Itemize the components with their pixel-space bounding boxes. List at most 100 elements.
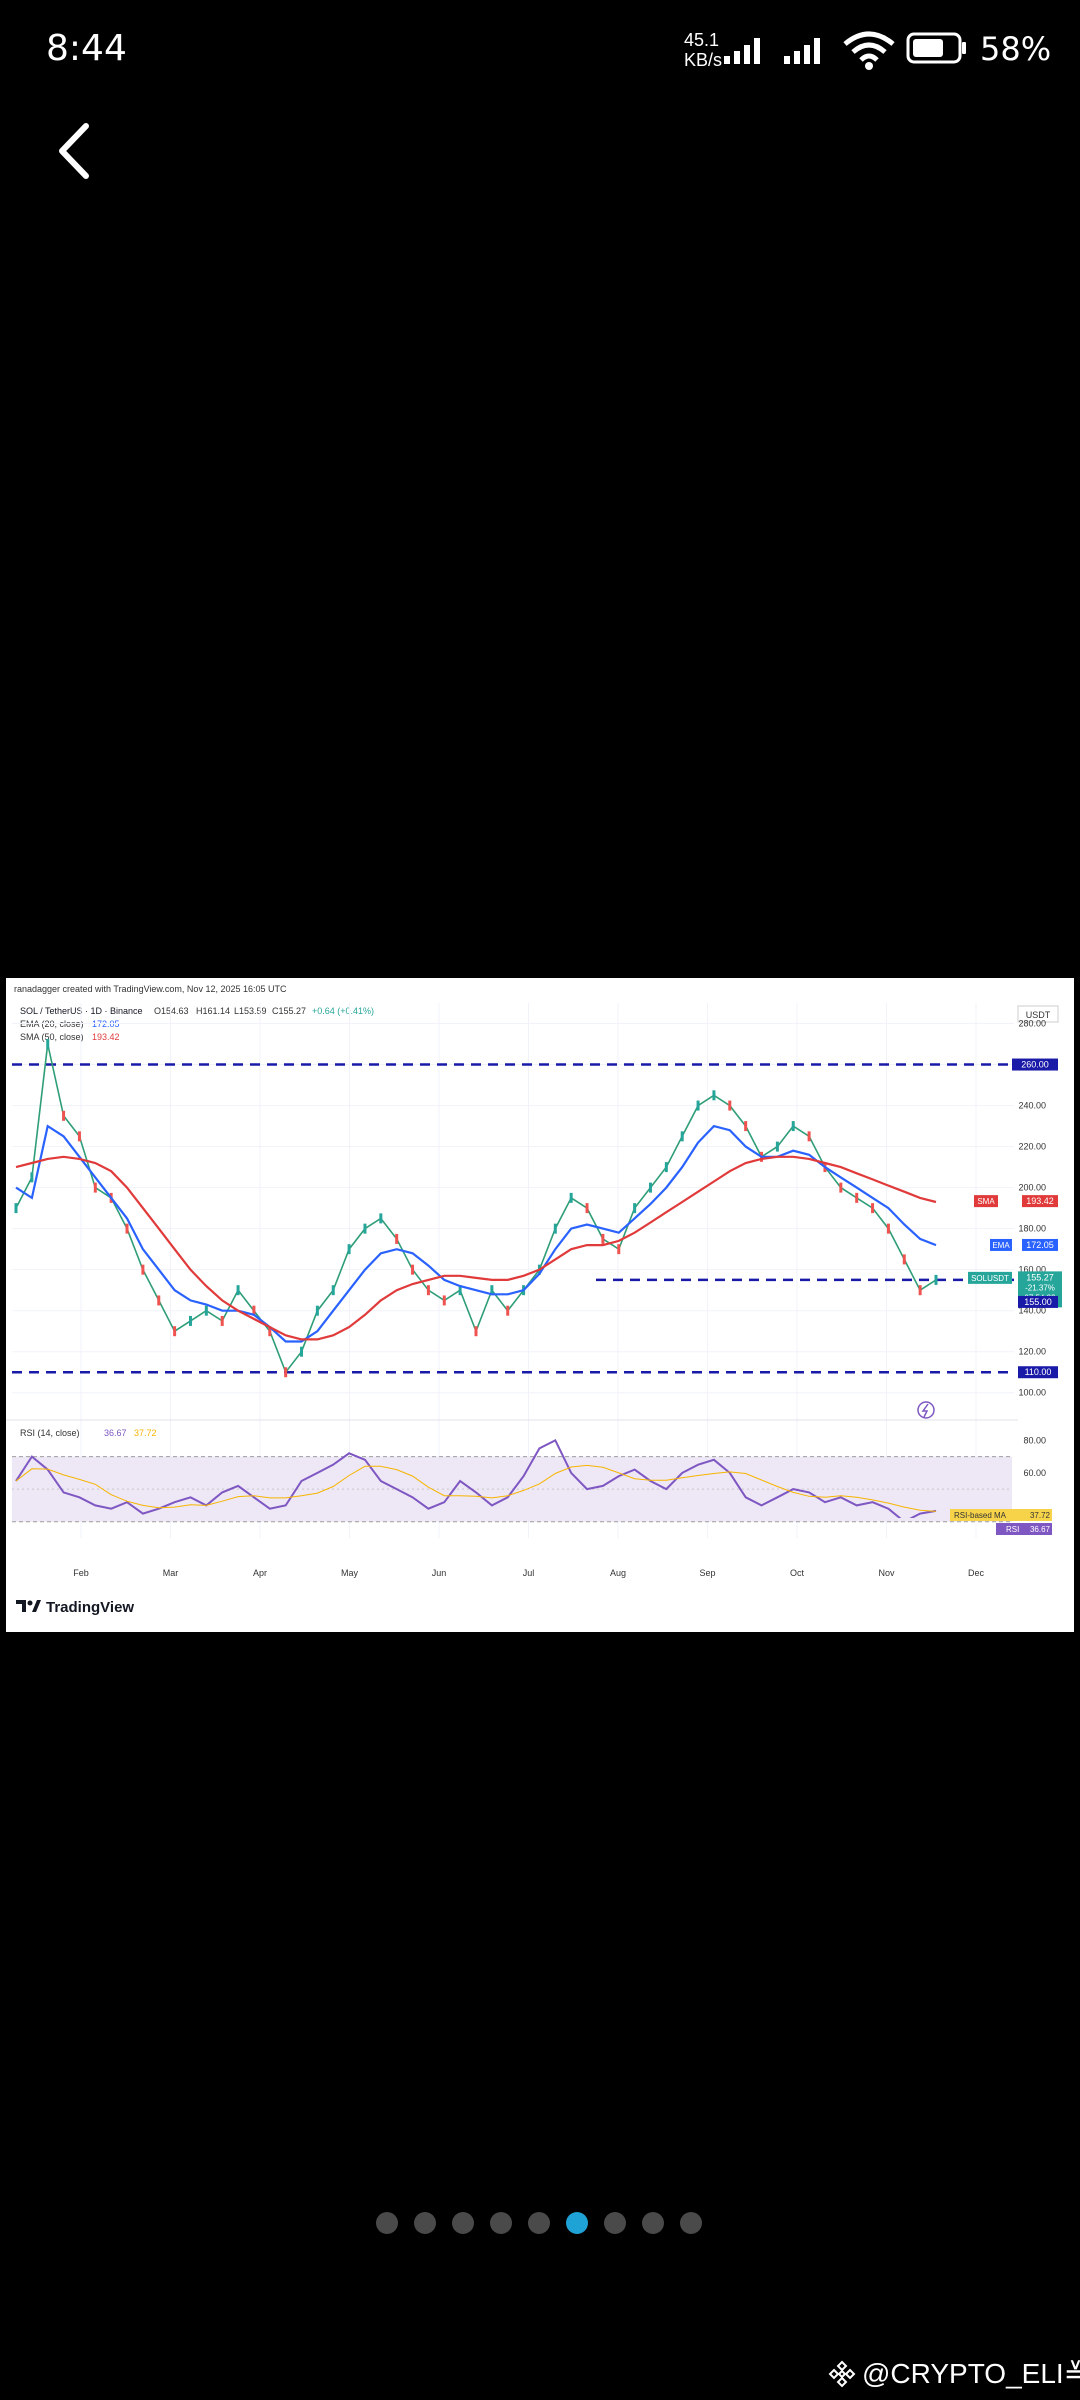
time-tick-label: Oct — [790, 1568, 805, 1578]
tradingview-logo: TradingView — [16, 1599, 134, 1616]
cell-signal-1-icon — [724, 38, 760, 64]
symbol-tag — [968, 1271, 1012, 1284]
level-155-tag — [1018, 1295, 1058, 1308]
price-tick-label: 280.00 — [1018, 1019, 1046, 1029]
back-button[interactable] — [50, 118, 100, 184]
time-tick-label: Apr — [253, 1568, 267, 1578]
series-rsi-ma — [15, 1464, 937, 1512]
network-speed: 45.1 KB/s — [684, 30, 722, 70]
cell-signal-2-icon — [784, 38, 820, 64]
time-tick-label: Feb — [73, 1568, 89, 1578]
rsi-label: RSI (14, close) — [20, 1428, 80, 1438]
rsi-tag — [996, 1523, 1052, 1535]
rsi-ma-tag-label: RSI-based MA — [954, 1511, 1007, 1520]
network-speed-unit: KB/s — [684, 50, 723, 70]
price-axis-ticks: 280.00 260.00 240.00 220.00 200.00 180.00 160.… — [1018, 1019, 1046, 1398]
sma-value-text: 193.42 — [1026, 1196, 1054, 1206]
lightning-icon[interactable] — [917, 1401, 935, 1419]
pager-dot[interactable] — [604, 2212, 626, 2234]
series-sma — [15, 1155, 937, 1341]
time-tick-label: Jul — [523, 1568, 535, 1578]
tradingview-logo-text: TradingView — [46, 1599, 134, 1616]
price-tick-label: 200.00 — [1018, 1183, 1046, 1193]
time-tick-label: Sep — [699, 1568, 715, 1578]
rsi-ma-tag — [950, 1509, 1052, 1521]
rsi-tick-80: 80.00 — [1023, 1435, 1046, 1445]
watermark: @CRYPTO_ELI≚ES — [828, 2357, 1080, 2390]
ema-value-text: 172.05 — [1026, 1240, 1054, 1250]
price-tick-label: 100.00 — [1018, 1388, 1046, 1398]
price-tags: 260.00 SMA 193.42 EMA 172.05 SOLUSDT 155… — [968, 1058, 1062, 1379]
ohlc-low: L153.59 — [234, 1006, 267, 1016]
time-axis-ticks: Feb Mar Apr May Jun Jul Aug Sep Oct Nov Dec — [73, 1568, 984, 1578]
level-260-tag — [1012, 1058, 1058, 1071]
chart-credit: ranadagger created with TradingView.com,… — [14, 984, 287, 994]
status-bar: 8:44 45.1 KB/s 58% — [0, 0, 1080, 100]
last-price-text: 155.27 — [1026, 1272, 1054, 1282]
rsi-tag-value: 36.67 — [1030, 1525, 1051, 1534]
rsi-tag-label: RSI — [1006, 1525, 1019, 1534]
symbol-tag-text: SOLUSDT — [971, 1274, 1009, 1283]
binance-logo-icon — [828, 2360, 856, 2387]
price-tick-label: 120.00 — [1018, 1347, 1046, 1357]
rsi-series — [15, 1438, 937, 1518]
time-tick-label: Jun — [432, 1568, 447, 1578]
rsi-tick-60: 60.00 — [1023, 1468, 1046, 1478]
tradingview-chart: ranadagger created with TradingView.com,… — [6, 984, 1062, 1616]
ema-value-tag — [1022, 1238, 1058, 1251]
price-tick-label: 160.00 — [1018, 1265, 1046, 1275]
clock: 8:44 — [46, 28, 127, 69]
pager-dot[interactable] — [528, 2212, 550, 2234]
battery-percent: 58% — [980, 30, 1052, 68]
pager-dot[interactable] — [452, 2212, 474, 2234]
sma-value-tag — [1022, 1195, 1058, 1208]
time-tick-label: Dec — [968, 1568, 985, 1578]
sma-tag — [974, 1195, 998, 1208]
currency-label: USDT — [1026, 1010, 1051, 1020]
wifi-icon — [843, 31, 895, 70]
rsi-ma-tag-value: 37.72 — [1030, 1511, 1051, 1520]
pager-dot[interactable] — [376, 2212, 398, 2234]
series-ema — [15, 1124, 937, 1343]
series-solusdt — [15, 1043, 937, 1374]
ohlc-open: O154.63 — [154, 1006, 189, 1016]
level-110-tag — [1018, 1366, 1058, 1379]
price-tick-label: 180.00 — [1018, 1224, 1046, 1234]
sma-tag-label: SMA — [977, 1197, 995, 1206]
sma-legend-value: 193.42 — [92, 1032, 120, 1042]
ohlc-close: C155.27 — [272, 1006, 306, 1016]
image-pager — [376, 2212, 702, 2236]
pager-dot[interactable] — [642, 2212, 664, 2234]
series-rsi — [15, 1438, 937, 1518]
ema-tag-label: EMA — [992, 1241, 1010, 1250]
ohlc-change: +0.64 (+0.41%) — [312, 1006, 374, 1016]
price-series — [14, 1039, 938, 1378]
time-tick-label: May — [341, 1568, 359, 1578]
sma-legend-label: SMA (50, close) — [20, 1032, 84, 1042]
rsi-ma-value: 37.72 — [134, 1428, 157, 1438]
pager-dot[interactable] — [680, 2212, 702, 2234]
level-260-text: 260.00 — [1021, 1060, 1049, 1070]
battery-icon — [906, 32, 966, 64]
ohlc-high: H161.14 — [196, 1006, 230, 1016]
time-tick-label: Nov — [878, 1568, 895, 1578]
time-tick-label: Mar — [163, 1568, 179, 1578]
tradingview-logo-icon — [16, 1600, 26, 1612]
price-tick-label: 220.00 — [1018, 1142, 1046, 1152]
pager-dot[interactable] — [414, 2212, 436, 2234]
price-gridlines — [12, 1003, 1014, 1538]
price-tick-label: 140.00 — [1018, 1306, 1046, 1316]
chevron-left-icon — [59, 123, 89, 179]
pager-dot[interactable] — [490, 2212, 512, 2234]
change-pct-text: -21.37% — [1025, 1283, 1055, 1292]
currency-box — [1017, 1005, 1059, 1023]
pager-dot[interactable] — [566, 2212, 588, 2234]
network-speed-value: 45.1 — [684, 30, 720, 50]
time-tick-label: Aug — [610, 1568, 626, 1578]
chart-image[interactable]: ranadagger created with TradingView.com,… — [6, 978, 1074, 1632]
price-tick-label: 240.00 — [1018, 1101, 1046, 1111]
level-155-text: 155.00 — [1024, 1297, 1052, 1307]
rsi-value: 36.67 — [104, 1428, 127, 1438]
level-110-text: 110.00 — [1025, 1367, 1052, 1377]
ema-tag — [990, 1238, 1012, 1251]
